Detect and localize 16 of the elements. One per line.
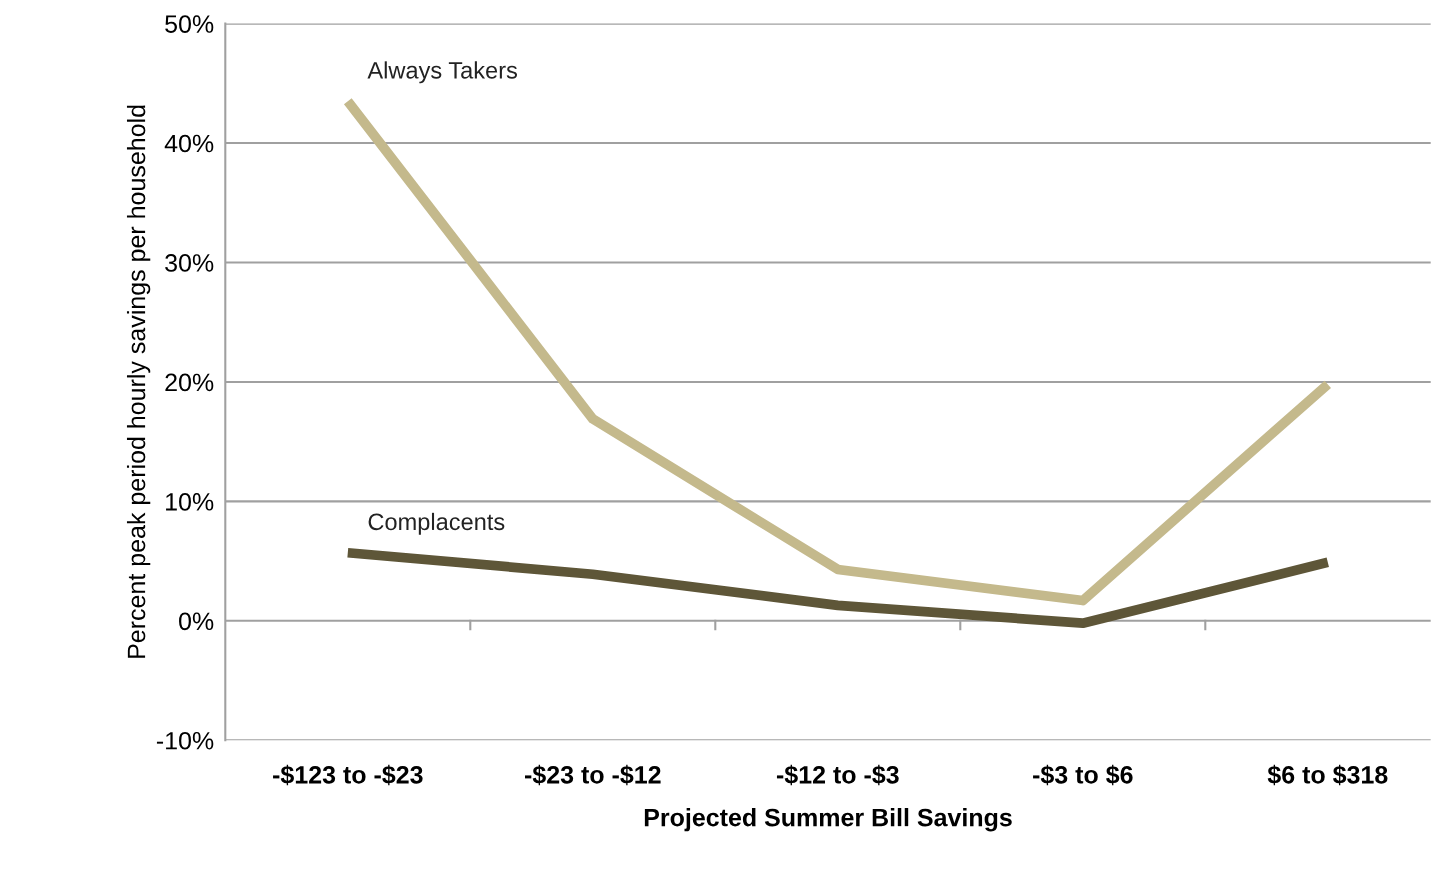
x-axis-title: Projected Summer Bill Savings	[644, 808, 1012, 832]
y-axis-title: Percent peak period hourly savings per household	[126, 105, 151, 658]
y-tick-label: 20%	[165, 373, 214, 392]
y-tick-label: 40%	[164, 134, 214, 153]
x-tick-label: -$12 to -$3	[776, 764, 899, 786]
y-tick-label: -10%	[156, 731, 214, 750]
x-tick-label: -$23 to -$12	[525, 764, 661, 786]
y-tick-label: 50%	[165, 15, 214, 33]
x-tick-label: $6 to $318	[1267, 764, 1388, 786]
series-label: Always Takers	[367, 61, 518, 84]
x-tick-label: -$3 to $6	[1033, 764, 1133, 786]
series-label: Complacents	[368, 512, 505, 535]
y-tick-label: 10%	[166, 492, 214, 511]
x-tick-label: -$123 to -$23	[273, 764, 423, 786]
y-tick-label: 0%	[179, 612, 214, 631]
y-tick-label: 30%	[165, 254, 214, 272]
